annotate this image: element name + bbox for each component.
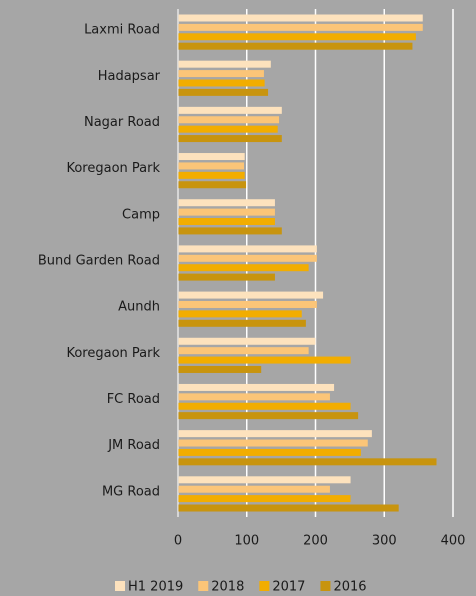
bar bbox=[178, 448, 361, 456]
x-tick-label: 200 bbox=[303, 534, 328, 549]
y-tick-label: FC Road bbox=[107, 392, 160, 407]
bar bbox=[178, 264, 309, 272]
bar bbox=[178, 310, 302, 318]
bar bbox=[178, 199, 275, 207]
bar bbox=[178, 227, 282, 235]
bar bbox=[178, 135, 282, 143]
bar bbox=[178, 356, 351, 364]
bar bbox=[178, 430, 372, 438]
bar bbox=[178, 439, 368, 447]
bar bbox=[178, 402, 351, 410]
bar bbox=[178, 218, 275, 226]
bar bbox=[178, 42, 413, 50]
bar bbox=[178, 162, 244, 170]
y-tick-label: Hadapsar bbox=[98, 69, 161, 84]
bar bbox=[178, 347, 309, 355]
bar bbox=[178, 125, 278, 133]
legend-swatch bbox=[320, 581, 331, 591]
bar bbox=[178, 171, 245, 179]
bar bbox=[178, 412, 359, 420]
bar bbox=[178, 300, 317, 308]
y-tick-label: MG Road bbox=[102, 484, 160, 499]
bar bbox=[178, 273, 275, 281]
bar bbox=[178, 485, 330, 493]
bar bbox=[178, 14, 423, 22]
legend-label: H1 2019 bbox=[128, 580, 183, 595]
bar bbox=[178, 291, 324, 299]
y-tick-label: Laxmi Road bbox=[84, 23, 160, 38]
bar bbox=[178, 495, 351, 503]
y-tick-label: Koregaon Park bbox=[66, 346, 160, 361]
legend-label: 2018 bbox=[211, 580, 244, 595]
bar bbox=[178, 70, 264, 78]
y-tick-label: JM Road bbox=[107, 438, 160, 453]
legend-swatch bbox=[115, 581, 125, 591]
x-tick-label: 0 bbox=[174, 534, 182, 549]
bar bbox=[178, 106, 282, 114]
bar bbox=[178, 23, 423, 31]
bar bbox=[178, 337, 316, 345]
bar bbox=[178, 458, 437, 466]
bar bbox=[178, 33, 416, 41]
bar bbox=[178, 319, 306, 327]
bar bbox=[178, 504, 399, 512]
y-tick-label: Camp bbox=[122, 207, 160, 222]
bar bbox=[178, 208, 275, 216]
x-tick-label: 300 bbox=[372, 534, 397, 549]
bar bbox=[178, 245, 317, 253]
bar bbox=[178, 181, 247, 189]
bar bbox=[178, 476, 351, 484]
legend-label: 2017 bbox=[272, 580, 305, 595]
legend-swatch bbox=[198, 581, 209, 591]
x-tick-label: 400 bbox=[441, 534, 466, 549]
bar bbox=[178, 60, 271, 68]
bar bbox=[178, 79, 265, 87]
y-tick-label: Aundh bbox=[118, 300, 160, 315]
x-tick-label: 100 bbox=[234, 534, 259, 549]
bar bbox=[178, 254, 317, 262]
bar bbox=[178, 153, 245, 161]
legend-label: 2016 bbox=[333, 580, 366, 595]
y-tick-label: Nagar Road bbox=[84, 115, 160, 130]
y-tick-label: Bund Garden Road bbox=[38, 254, 160, 269]
bar bbox=[178, 116, 280, 124]
bar bbox=[178, 393, 330, 401]
bar bbox=[178, 383, 335, 391]
bar bbox=[178, 88, 269, 96]
bar bbox=[178, 365, 262, 373]
y-tick-label: Koregaon Park bbox=[66, 161, 160, 176]
legend-swatch bbox=[259, 581, 270, 591]
